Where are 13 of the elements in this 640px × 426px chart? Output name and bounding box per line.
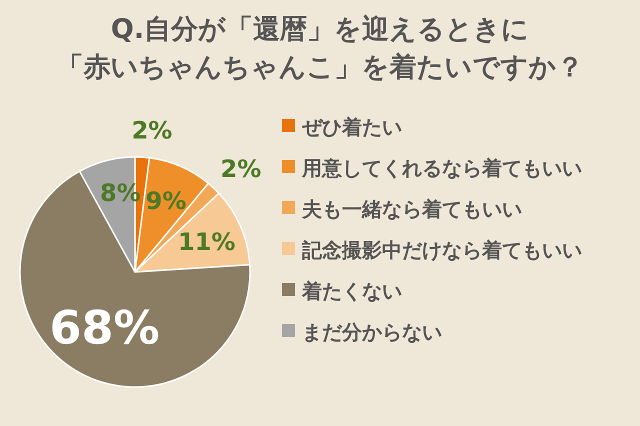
legend-label: 用意してくれるなら着てもいい: [301, 156, 582, 180]
data-label: 11%: [178, 228, 236, 256]
data-label: 2%: [132, 116, 172, 144]
data-label: 9%: [146, 187, 186, 216]
data-label: 68%: [49, 300, 160, 354]
legend-label: 記念撮影中だけなら着てもいい: [301, 238, 582, 262]
chart-title: Q.自分が「還暦」を迎えるときに: [110, 14, 530, 45]
data-label: 2%: [220, 154, 262, 183]
legend-label: まだ分からない: [302, 320, 442, 344]
legend-label: 夫も一緒なら着てもいい: [301, 197, 522, 221]
legend-label: ぜひ着たい: [301, 115, 402, 139]
legend-label: 着たくない: [301, 279, 402, 303]
chart-subtitle: 「赤いちゃんちゃんこ」を着たいですか？: [56, 52, 584, 83]
